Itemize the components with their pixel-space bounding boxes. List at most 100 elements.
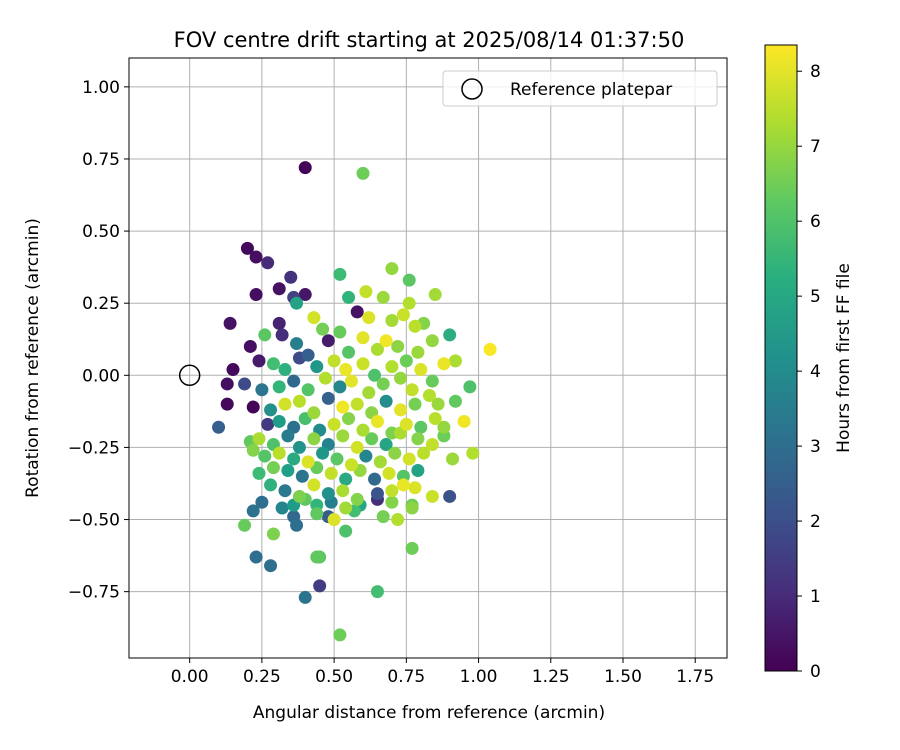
data-point — [258, 328, 272, 342]
data-point — [298, 590, 312, 604]
reference-marker — [178, 364, 201, 387]
x-tick-label: 1.25 — [532, 667, 570, 687]
colorbar-tick-label: 6 — [810, 212, 821, 232]
data-point — [391, 339, 405, 353]
data-point — [396, 308, 410, 322]
data-point — [405, 501, 419, 515]
legend-marker-icon — [461, 78, 483, 100]
data-point — [313, 579, 327, 593]
data-point — [411, 345, 425, 359]
y-tick-label: 0.50 — [82, 222, 120, 242]
data-point — [321, 334, 335, 348]
data-point — [408, 319, 422, 333]
data-point — [252, 354, 266, 368]
data-point — [414, 363, 428, 377]
data-point — [272, 282, 286, 296]
data-point — [281, 464, 295, 477]
data-point — [370, 414, 384, 428]
data-point — [463, 380, 477, 394]
data-point — [428, 412, 442, 426]
legend: Reference platepar — [442, 70, 718, 107]
data-point — [272, 414, 286, 428]
data-point — [368, 368, 382, 382]
data-point — [238, 518, 252, 532]
data-point — [405, 541, 419, 555]
colorbar-tick-label: 3 — [810, 437, 821, 457]
data-point — [408, 481, 422, 495]
data-point — [385, 495, 399, 509]
colorbar-tick-label: 7 — [810, 137, 821, 157]
data-point — [307, 478, 321, 492]
data-point — [391, 513, 405, 527]
y-tick-label: −0.50 — [68, 511, 120, 531]
data-point — [394, 403, 408, 417]
x-tick-label: 0.25 — [243, 667, 281, 687]
data-point — [272, 316, 286, 330]
data-point — [310, 550, 324, 564]
data-point — [301, 383, 315, 397]
x-axis-label: Angular distance from reference (arcmin) — [253, 703, 605, 723]
colorbar-tick-label: 1 — [810, 587, 821, 607]
data-point — [483, 342, 497, 356]
data-point — [443, 489, 457, 503]
data-point — [362, 386, 376, 400]
data-point — [344, 458, 358, 472]
data-point — [290, 296, 304, 310]
x-axis-ticks: 0.00 0.25 0.50 0.75 1.00 1.25 1.50 1.75 — [171, 658, 714, 687]
data-point — [333, 325, 347, 339]
data-point — [264, 403, 278, 417]
data-point — [405, 383, 419, 397]
data-point — [301, 348, 315, 362]
data-points — [212, 161, 497, 642]
data-point — [246, 400, 260, 414]
data-point — [350, 305, 364, 319]
data-point — [376, 290, 390, 304]
data-point — [333, 628, 347, 642]
data-point — [327, 354, 341, 368]
data-point — [425, 334, 439, 348]
data-point — [350, 440, 364, 454]
data-point — [278, 484, 292, 498]
data-point — [292, 440, 306, 454]
data-point — [252, 432, 266, 446]
data-point — [417, 446, 431, 460]
data-point — [321, 391, 335, 405]
data-point — [342, 345, 356, 359]
x-tick-label: 0.00 — [171, 667, 209, 687]
data-point — [336, 484, 350, 498]
data-point — [336, 400, 350, 414]
legend-label: Reference platepar — [510, 80, 672, 100]
data-point — [356, 423, 370, 437]
data-point — [385, 360, 399, 374]
data-point — [275, 328, 289, 342]
data-point — [324, 466, 338, 480]
data-point — [327, 417, 341, 431]
data-point — [425, 374, 439, 388]
data-point — [382, 466, 396, 480]
data-point — [448, 394, 462, 408]
data-point — [414, 420, 428, 434]
data-point — [385, 262, 399, 276]
colorbar-tick-label: 2 — [810, 512, 821, 532]
data-point — [246, 443, 260, 457]
data-point — [275, 501, 289, 515]
data-point — [223, 316, 237, 330]
data-point — [431, 397, 445, 411]
x-tick-label: 0.75 — [387, 667, 425, 687]
data-point — [370, 342, 384, 356]
data-point — [255, 495, 269, 509]
data-point — [362, 311, 376, 325]
y-tick-label: 0.00 — [82, 366, 120, 386]
colorbar-tick-label: 4 — [810, 362, 821, 382]
data-point — [333, 380, 347, 394]
data-point — [411, 432, 425, 446]
data-point — [370, 487, 384, 501]
data-point — [278, 397, 292, 411]
data-point — [327, 513, 341, 527]
data-point — [240, 241, 254, 255]
y-tick-label: 0.75 — [82, 150, 120, 170]
data-point — [272, 380, 286, 394]
data-point — [220, 377, 234, 391]
data-point — [399, 417, 413, 431]
